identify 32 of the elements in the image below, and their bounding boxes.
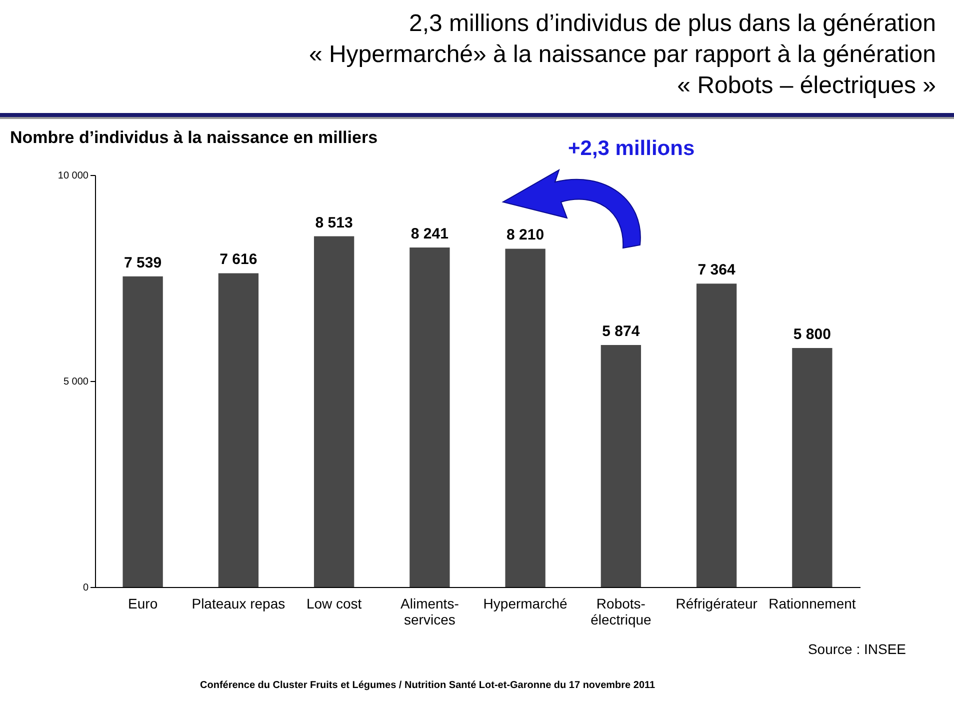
bar bbox=[122, 276, 163, 587]
text: +2,3 millions bbox=[568, 137, 695, 161]
x-tick-label: Réfrigérateur bbox=[676, 596, 758, 612]
text: Conférence du Cluster Fruits et Légumes / Nutrition Santé Lot-et-Garonne du 17 novembre 2011 bbox=[200, 680, 656, 691]
bar bbox=[218, 273, 259, 587]
chart-title: 2,3 millions d’individus de plus dans la génération « Hypermarché» à la naissance par rapport à la génération « Robots – électriques » bbox=[308, 9, 936, 101]
bar bbox=[505, 248, 546, 587]
data-label: 7 616 bbox=[220, 251, 258, 268]
bar bbox=[410, 247, 450, 587]
y-tick-label: 10 000 bbox=[58, 170, 89, 182]
data-label: 7 364 bbox=[698, 262, 736, 279]
y-tick-label: 5 000 bbox=[63, 376, 89, 388]
bar bbox=[792, 348, 832, 587]
data-label: 7 539 bbox=[124, 254, 162, 272]
data-label: 8 513 bbox=[315, 214, 353, 232]
x-tick-label: Hypermarché bbox=[483, 596, 568, 612]
bar bbox=[696, 284, 737, 587]
bar bbox=[314, 236, 354, 587]
x-tick-label: Euro bbox=[128, 596, 158, 612]
data-label: 5 800 bbox=[793, 326, 831, 344]
data-label: 8 241 bbox=[410, 225, 448, 242]
x-tick-label: Low cost bbox=[306, 596, 362, 612]
x-tick-label: Robots-électrique bbox=[590, 596, 652, 628]
x-tick-label: Rationnement bbox=[768, 596, 856, 612]
y-tick-label: 0 bbox=[82, 582, 89, 594]
x-tick-label: Plateaux repas bbox=[192, 596, 286, 612]
source-note: Source : INSEE bbox=[808, 641, 906, 657]
data-label: 5 874 bbox=[602, 322, 640, 340]
bar bbox=[600, 344, 642, 587]
y-axis-title: Nombre d’individus à la naissance en milliers bbox=[10, 128, 378, 148]
data-label: 8 210 bbox=[506, 226, 544, 244]
x-tick-label: Aliments-services bbox=[400, 596, 460, 628]
